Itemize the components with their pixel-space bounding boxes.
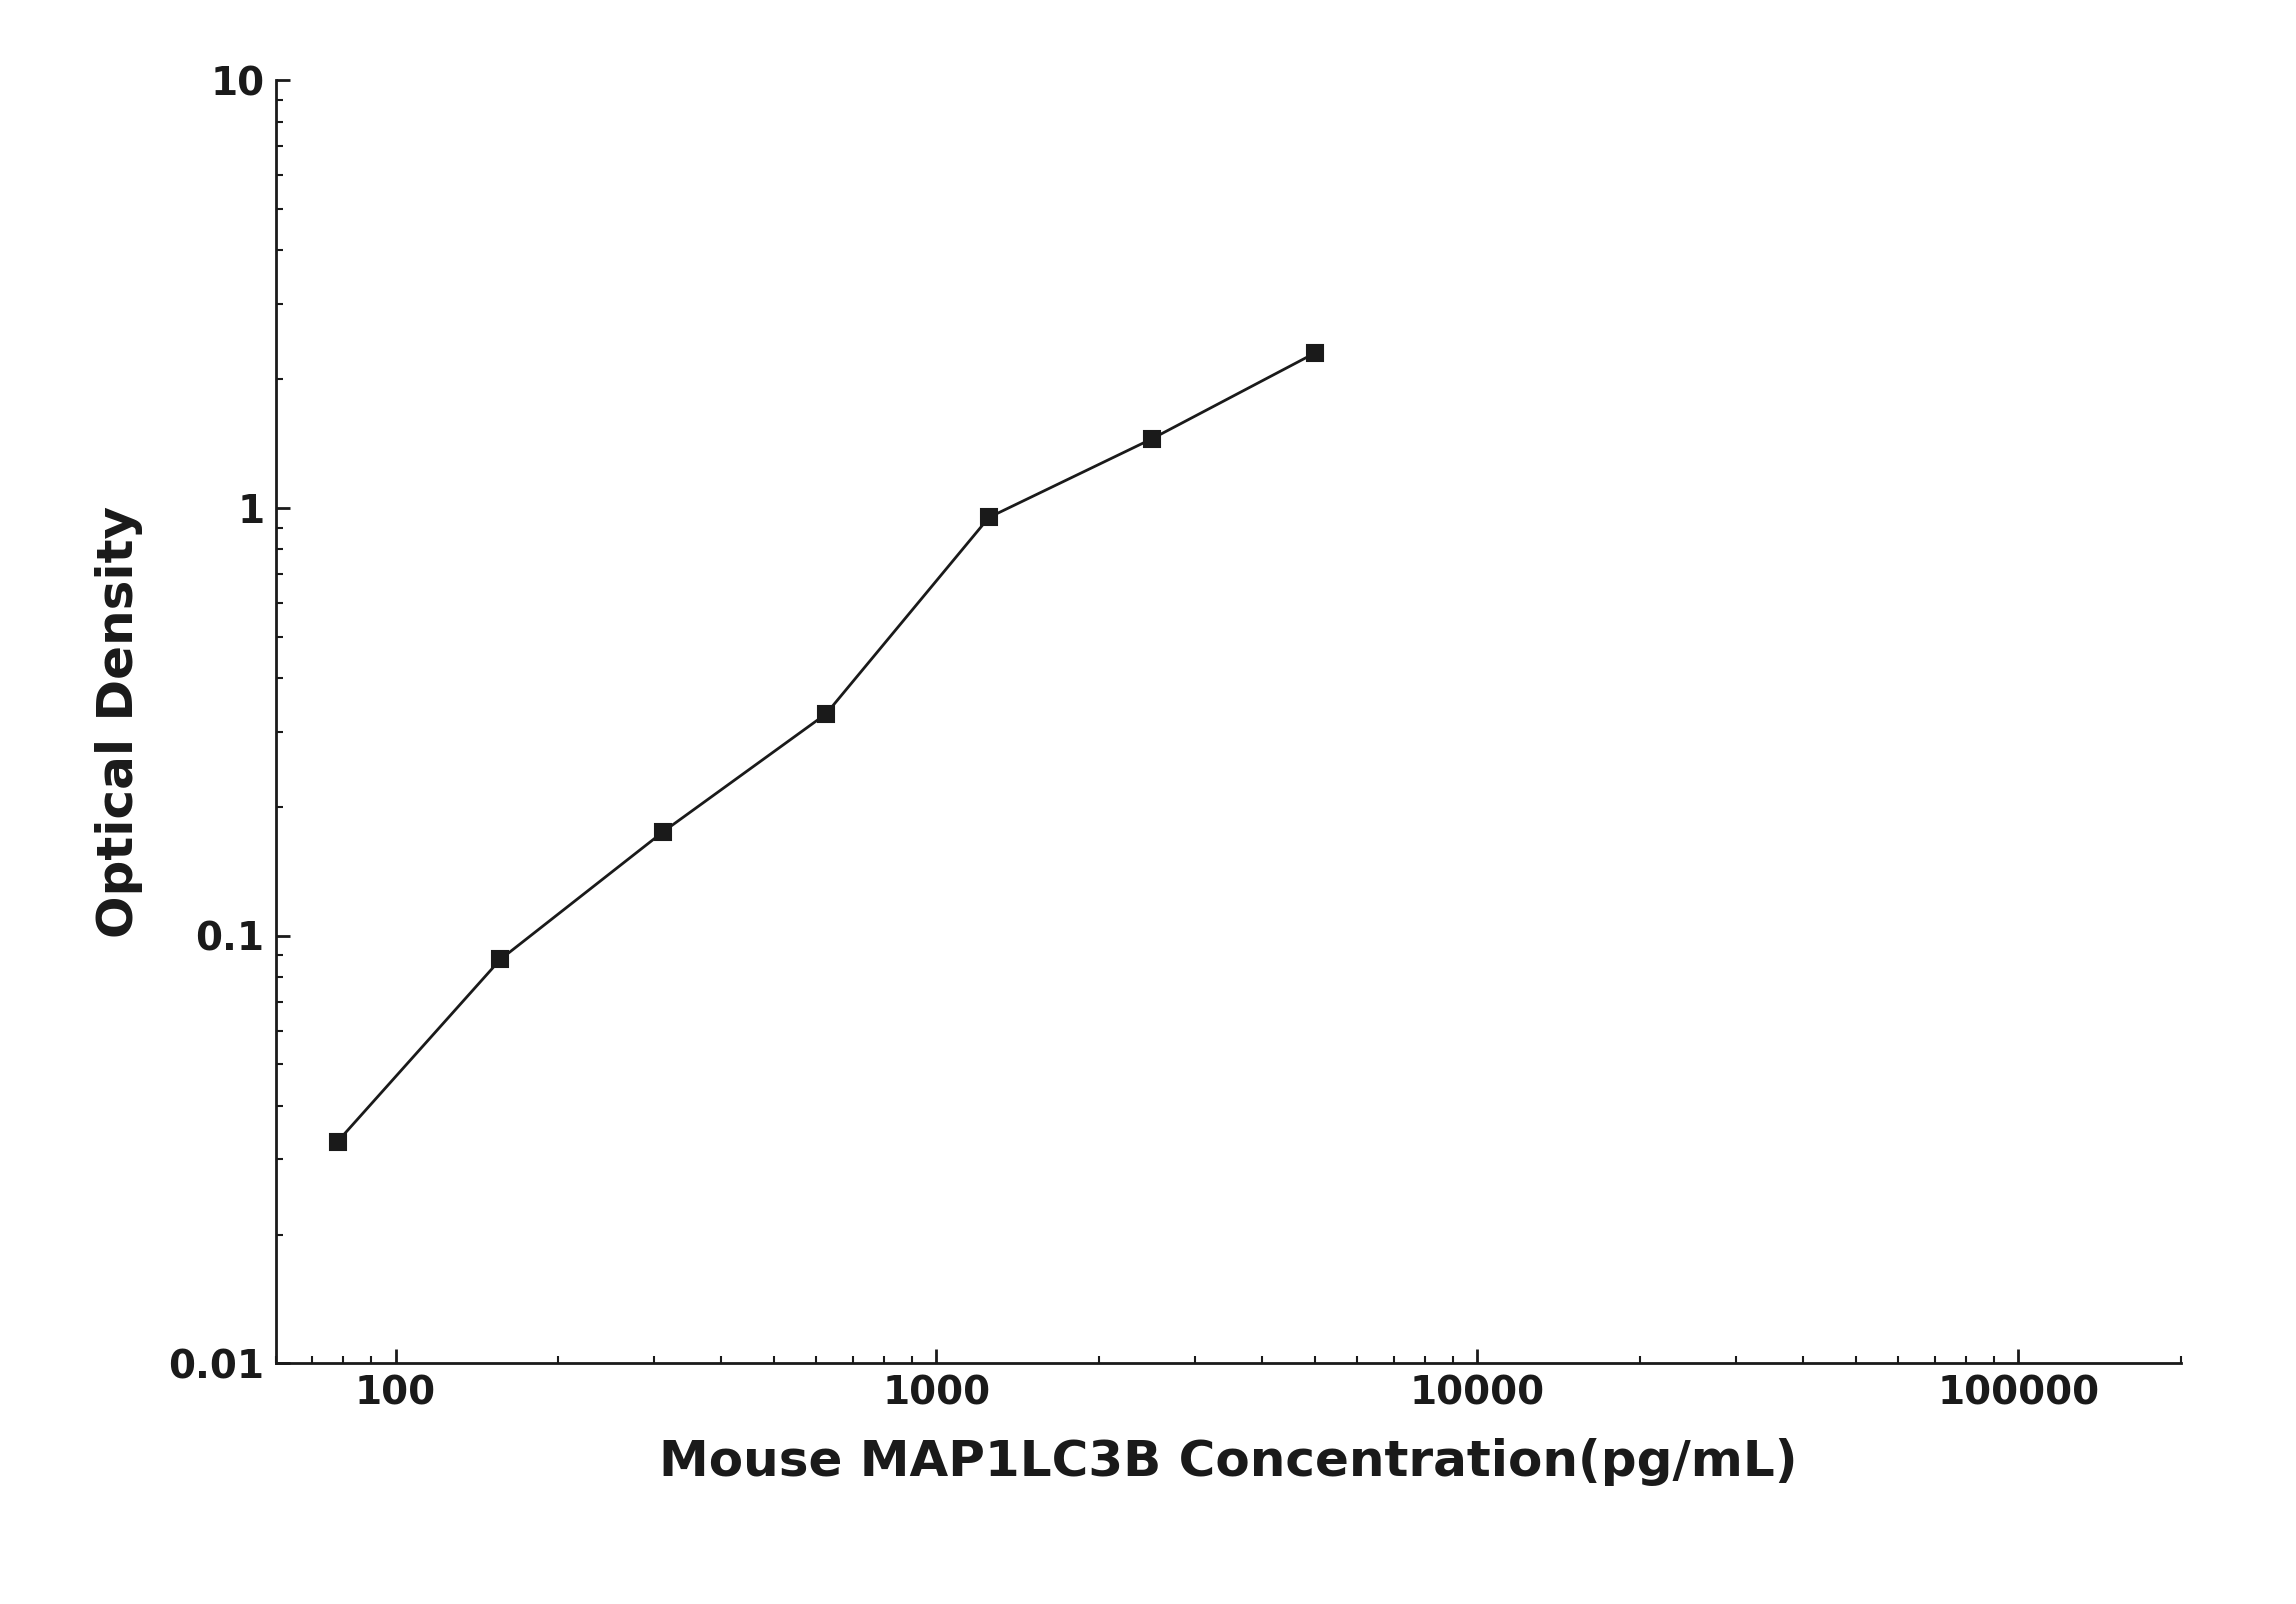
X-axis label: Mouse MAP1LC3B Concentration(pg/mL): Mouse MAP1LC3B Concentration(pg/mL) <box>659 1437 1798 1485</box>
Y-axis label: Optical Density: Optical Density <box>96 505 142 938</box>
